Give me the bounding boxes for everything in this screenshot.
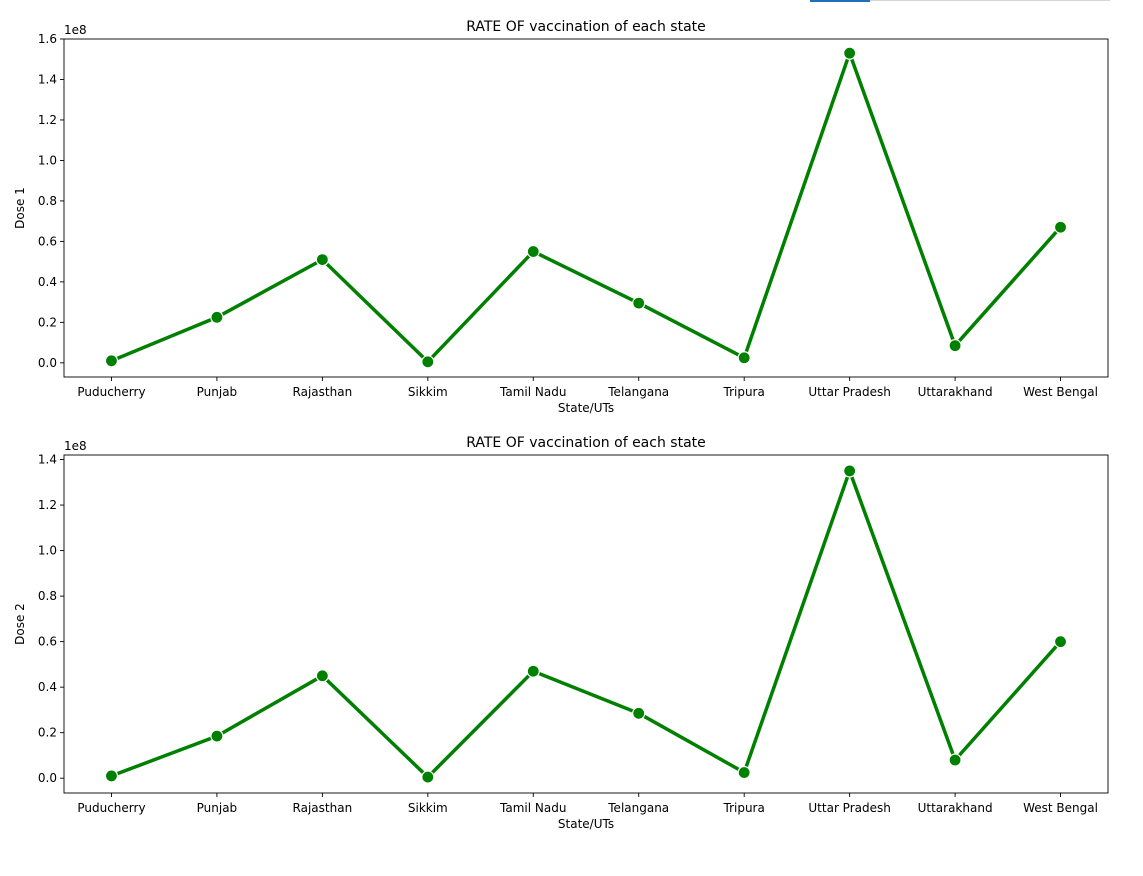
dose2-series-line (110, 469, 1062, 779)
top-toolbar-edge (870, 0, 1110, 1)
dose1-data-point (104, 354, 119, 368)
dose1-y-tick-label: 1.0 (38, 153, 57, 167)
dose1-x-tick-label: Tripura (723, 385, 765, 399)
dose1-y-axis-label: Dose 1 (13, 187, 27, 229)
dose2-data-point (104, 769, 119, 783)
dose1-y-tick-label: 0.2 (38, 315, 57, 329)
dose1-data-point (210, 310, 224, 324)
dose1-y-tick-label: 0.8 (38, 194, 57, 208)
dose2-y-tick-label: 0.8 (38, 589, 57, 603)
dose2-data-point (421, 770, 435, 784)
dose2-y-tick-label: 0.4 (38, 680, 57, 694)
dose2-data-point (210, 729, 224, 743)
dose2-chart-title: RATE OF vaccination of each state (466, 435, 706, 451)
dose2-chart: RATE OF vaccination of each state 1e8 0.0 0… (13, 435, 1109, 831)
dose1-x-tick-label: Sikkim (408, 385, 448, 399)
top-toolbar-accent (810, 0, 870, 2)
dose2-x-axis-label: State/UTs (558, 817, 614, 831)
dose2-x-tick-label: Punjab (197, 801, 238, 815)
dose1-data-point (315, 253, 329, 267)
dose2-y-tick-label: 1.4 (38, 453, 57, 467)
dose2-data-point (737, 765, 751, 780)
dose1-y-tick-label: 0.0 (38, 356, 57, 370)
dose2-x-tick-label: Uttarakhand (918, 801, 993, 815)
dose2-plot-frame (63, 454, 1109, 794)
dose2-data-point (632, 706, 646, 720)
dose1-x-tick-label: Punjab (197, 385, 238, 399)
dose2-x-tick-label: Telangana (607, 801, 669, 815)
dose1-x-tick-label: Uttarakhand (918, 385, 993, 399)
dose2-x-tick-label: Tamil Nadu (499, 801, 566, 815)
dose2-data-point (315, 669, 329, 683)
dose1-data-point (1053, 220, 1068, 234)
dose1-x-tick-label: Puducherry (77, 385, 145, 399)
dose1-x-tick-label: Uttar Pradesh (808, 385, 890, 399)
dose1-x-axis-label: State/UTs (558, 401, 614, 415)
dose2-y-tick-label: 0.6 (38, 635, 57, 649)
dose1-data-point (526, 244, 540, 259)
dose2-x-tick-label: Tripura (723, 801, 765, 815)
dose1-data-point (421, 355, 435, 369)
dose1-plot-frame (63, 38, 1109, 378)
dose2-x-tick-label: West Bengal (1023, 801, 1098, 815)
dose1-y-offset-label: 1e8 (64, 23, 87, 37)
dose1-y-tick-label: 0.4 (38, 275, 57, 289)
dose1-y-tick-label: 0.6 (38, 234, 57, 248)
dose2-data-point (843, 464, 857, 478)
dose2-data-point (526, 664, 540, 678)
dose1-y-tick-label: 1.4 (38, 72, 57, 86)
dose2-x-tick-label: Sikkim (408, 801, 448, 815)
dose2-y-tick-label: 0.0 (38, 771, 57, 785)
dose1-x-tick-label: Telangana (607, 385, 669, 399)
dose1-data-point (737, 351, 751, 365)
dose1-series-line (110, 51, 1062, 364)
dose1-data-point (948, 339, 962, 353)
dose1-x-tick-label: Rajasthan (293, 385, 353, 399)
dose2-data-point (1053, 635, 1068, 649)
dose1-chart-title: RATE OF vaccination of each state (466, 19, 706, 35)
dose2-x-tick-label: Puducherry (77, 801, 145, 815)
dose2-data-point (948, 753, 962, 767)
dose1-data-point (632, 296, 646, 310)
dose2-y-axis-label: Dose 2 (13, 603, 27, 645)
dose2-x-tick-label: Uttar Pradesh (808, 801, 890, 815)
dose1-chart: RATE OF vaccination of each state 1e8 0.0 0… (13, 19, 1109, 415)
dose2-y-offset-label: 1e8 (64, 439, 87, 453)
dose1-y-tick-label: 1.2 (38, 113, 57, 127)
dose2-y-tick-label: 1.0 (38, 544, 57, 558)
dose1-x-tick-label: West Bengal (1023, 385, 1098, 399)
dose1-data-point (843, 46, 857, 60)
dose2-y-tick-label: 0.2 (38, 726, 57, 740)
dose2-x-tick-label: Rajasthan (293, 801, 353, 815)
dose1-x-tick-label: Tamil Nadu (499, 385, 566, 399)
dose1-y-tick-label: 1.6 (38, 32, 57, 46)
dose2-y-tick-label: 1.2 (38, 498, 57, 512)
